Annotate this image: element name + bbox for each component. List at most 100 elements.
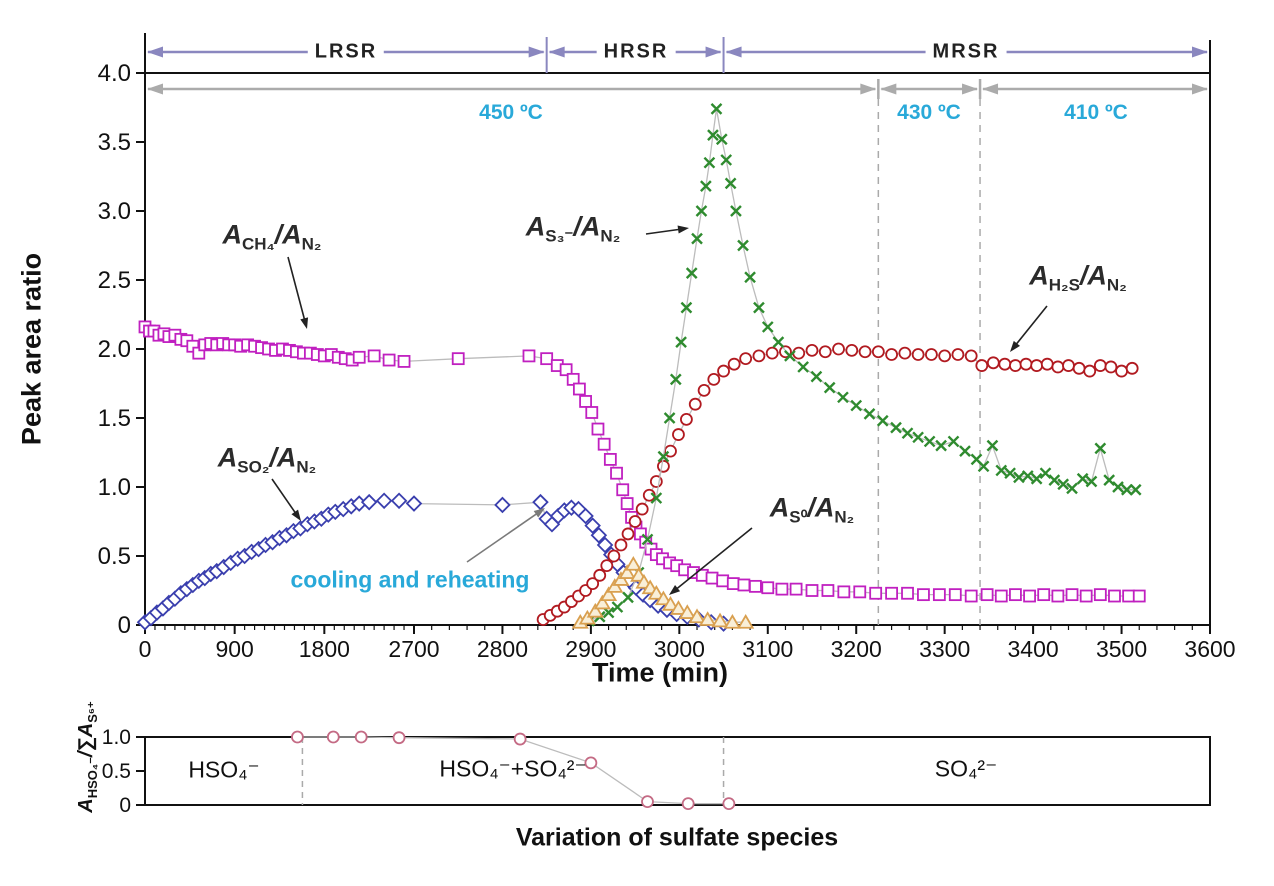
data-point [727,357,741,371]
series-label-s3: AS₃⁻/AN₂ [526,211,621,246]
data-point [964,589,978,603]
main-ticks: 0 900 1800 2700 2800 2900 3000 3100 3200 3300 3400… [98,60,1236,662]
data-point [661,596,680,611]
data-point [1040,357,1054,371]
series-label-ch4-a2: /A [274,219,302,250]
svg-text:0: 0 [119,794,131,817]
data-point [901,586,914,600]
data-point [772,336,785,348]
data-point [607,549,621,563]
data-point [923,435,936,448]
data-point [1009,359,1022,372]
data-point [832,342,845,356]
data-point [618,564,636,579]
series-so2 [136,492,732,632]
data-point [998,357,1012,371]
data-point [572,382,586,396]
data-point [1039,467,1052,480]
temperature-label-430: 430 ºC [897,101,961,124]
data-point [1066,482,1078,495]
data-point [986,439,999,452]
data-point [614,538,628,552]
annotation-arrows [271,225,1048,595]
data-point [657,459,670,473]
data-point [695,205,708,217]
data-point [1072,361,1086,375]
data-point [752,349,766,363]
data-point [765,346,779,360]
data-point [1065,588,1079,602]
stage-label-mrsr: MRSR [925,40,1007,64]
data-point [597,437,611,451]
data-point [951,348,965,361]
data-point [600,559,614,573]
stage-label-lrsr: LRSR [307,40,385,64]
data-point [737,613,755,629]
data-point [1093,588,1107,602]
data-point [1037,588,1051,602]
dashed-boundaries [877,99,981,625]
data-point [688,397,702,411]
svg-text:2700: 2700 [388,636,439,662]
data-point [707,372,721,386]
data-point [697,383,711,397]
data-point [871,345,885,359]
data-point [818,345,832,359]
data-point [959,445,971,457]
data-point [705,571,719,585]
data-point [986,356,1000,370]
bottom-y-title-a1: A [75,798,97,813]
svg-text:1.0: 1.0 [98,474,131,501]
data-point [620,497,634,510]
data-point [935,439,947,452]
data-point [610,466,623,480]
series-label-s3-sub2: N₂ [600,226,621,246]
data-point [911,348,925,361]
data-point [792,346,806,360]
data-point [1030,359,1044,372]
series-label-h2s-a1: A [1029,260,1049,291]
data-point [1122,589,1136,603]
svg-text:0: 0 [139,636,152,662]
data-point [737,578,751,592]
data-point [716,574,730,588]
data-point [291,730,304,744]
data-point [1103,474,1116,486]
data-point [707,129,719,141]
data-point [885,586,898,600]
data-point [932,588,946,602]
data-point [647,584,665,600]
temperature-label-410: 410 ºC [1064,101,1128,124]
series-label-so2-sub2: N₂ [296,457,317,477]
series-label-s0-a2: /A [807,492,835,523]
data-point [654,590,672,606]
data-point [1004,467,1016,480]
data-point [710,103,723,115]
data-point [680,412,693,426]
data-point [1023,589,1036,603]
series-label-so2: ASO₂/AN₂ [218,442,316,477]
data-point [1125,361,1139,375]
data-point [584,756,598,770]
bottom-panel: 0 0.5 1.0 [102,726,1211,817]
data-point [1112,481,1124,493]
svg-text:1800: 1800 [299,636,350,662]
data-point [715,133,728,146]
data-point [641,795,654,808]
data-point [1115,364,1128,378]
sulfate-region-hso4-so4: HSO₄⁻+SO₄²⁻ [439,755,587,782]
data-point [663,412,676,424]
data-point [980,588,994,602]
data-point [382,353,396,367]
data-point [885,348,898,361]
data-point [938,349,952,363]
data-point [761,321,774,333]
data-point [722,797,736,811]
data-point [621,527,635,541]
bottom-y-title-sub1: HSO₄⁻ [85,757,100,799]
series-label-so2-a1: A [217,442,238,473]
series-h2s [536,342,1139,626]
data-point [797,361,810,373]
data-point [591,422,605,436]
